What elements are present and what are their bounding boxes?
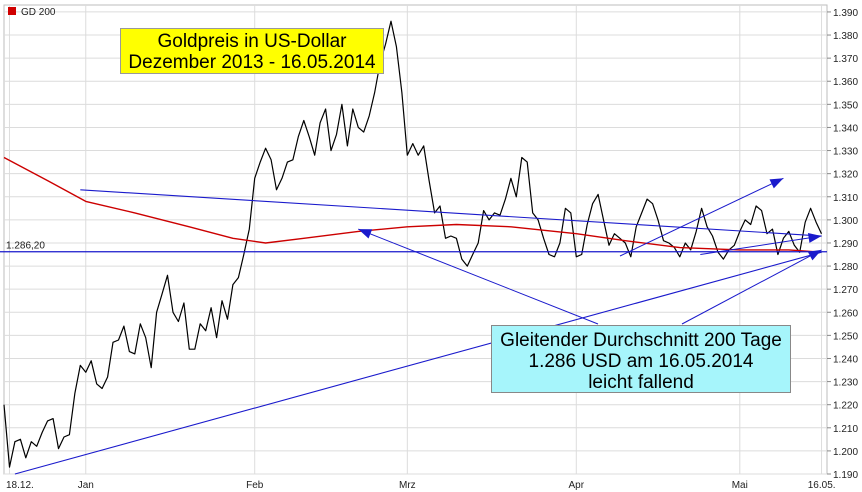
y-tick-label: 1.360 <box>833 77 858 88</box>
y-tick-label: 1.190 <box>833 470 858 481</box>
y-tick-label: 1.370 <box>833 54 858 65</box>
y-tick-label: 1.380 <box>833 31 858 42</box>
annotation-note-box: Gleitender Durchschnitt 200 Tage 1.286 U… <box>491 325 791 393</box>
x-axis: 18.12. Jan Feb Mrz Apr Mai 16.05. <box>6 480 836 491</box>
overlay-group: 1.286,20 <box>0 177 827 475</box>
y-tick-label: 1.320 <box>833 170 858 181</box>
y-tick-label: 1.340 <box>833 123 858 134</box>
annotation-arrow-line <box>358 228 599 325</box>
x-tick-label: Apr <box>569 480 585 491</box>
chart-title-line2: Dezember 2013 - 16.05.2014 <box>128 52 376 73</box>
sma-200-series-line <box>3 156 822 253</box>
annotation-arrow-line <box>619 177 784 257</box>
annotation-arrow-head <box>807 249 822 261</box>
x-tick-label: Mai <box>732 480 748 491</box>
series-group <box>3 20 823 468</box>
x-tick-label: 18.12. <box>6 480 34 491</box>
price-series-line <box>3 20 823 468</box>
x-tick-label: Feb <box>246 480 264 491</box>
y-tick-label: 1.270 <box>833 285 858 296</box>
gridlines <box>3 4 828 475</box>
annotation-arrow-head <box>358 229 373 239</box>
y-tick-label: 1.210 <box>833 424 858 435</box>
y-tick-label: 1.300 <box>833 216 858 227</box>
y-tick-label: 1.230 <box>833 378 858 389</box>
annotation-line1: Gleitender Durchschnitt 200 Tage <box>500 330 782 351</box>
reference-label: 1.286,20 <box>6 241 45 252</box>
y-tick-label: 1.260 <box>833 308 858 319</box>
annotation-arrow-line <box>681 249 822 325</box>
y-tick-label: 1.280 <box>833 262 858 273</box>
x-tick-label: Mrz <box>399 480 416 491</box>
y-tick-label: 1.330 <box>833 147 858 158</box>
y-tick-label: 1.350 <box>833 100 858 111</box>
legend-swatch <box>8 7 16 15</box>
trend-line <box>80 189 822 237</box>
legend-label: GD 200 <box>21 7 56 18</box>
y-tick-label: 1.200 <box>833 447 858 458</box>
y-tick-label: 1.290 <box>833 239 858 250</box>
annotation-line2: 1.286 USD am 16.05.2014 <box>528 351 754 372</box>
annotation-arrow-head <box>769 178 784 189</box>
y-axis: 1.190 1.200 1.210 1.220 1.230 1.240 1.250 1.260… <box>827 8 858 481</box>
y-tick-label: 1.240 <box>833 354 858 365</box>
chart-title-line1: Goldpreis in US-Dollar <box>157 31 347 52</box>
trend-line <box>14 251 822 475</box>
y-tick-label: 1.390 <box>833 8 858 19</box>
x-tick-label: 16.05. <box>808 480 836 491</box>
annotation-line3: leicht fallend <box>588 372 694 393</box>
y-tick-label: 1.220 <box>833 401 858 412</box>
y-tick-label: 1.310 <box>833 193 858 204</box>
plot-frame <box>3 4 828 475</box>
chart-title-box: Goldpreis in US-Dollar Dezember 2013 - 1… <box>120 28 384 74</box>
annotation-arrow-line <box>700 235 822 256</box>
y-tick-label: 1.250 <box>833 331 858 342</box>
x-tick-label: Jan <box>78 480 94 491</box>
legend: GD 200 <box>8 7 56 18</box>
annotation-arrow-head <box>807 233 822 243</box>
